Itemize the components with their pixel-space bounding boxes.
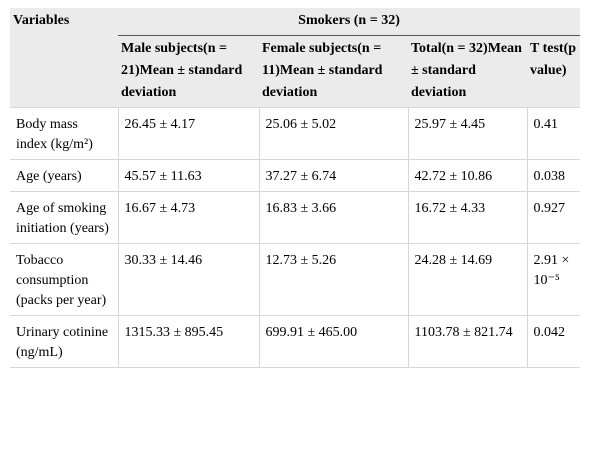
header-cell: T test(p value) <box>527 35 581 108</box>
table-cell: 0.038 <box>527 159 581 192</box>
table-cell: 37.27 ± 6.74 <box>259 159 409 192</box>
table-cell: 42.72 ± 10.86 <box>408 159 528 192</box>
table-row: Age (years) 45.57 ± 11.63 37.27 ± 6.74 42.7… <box>10 159 581 192</box>
table-row: Age of smoking initiation (years) 16.67 ±… <box>10 191 581 244</box>
table-cell: 25.97 ± 4.45 <box>408 107 528 160</box>
header-row: Variables Smokers (n = 32) <box>10 8 581 108</box>
table-cell: 25.06 ± 5.02 <box>259 107 409 160</box>
header-cell: Male subjects(n = 21)Mean ± standard dev… <box>118 35 259 108</box>
table-cell: 699.91 ± 465.00 <box>259 315 409 368</box>
header-cell: Total(n = 32)Mean ± standard deviation <box>408 35 527 108</box>
row-label: Body mass index (kg/m²) <box>10 107 119 160</box>
table-row: Urinary cotinine (ng/mL) 1315.33 ± 895.45… <box>10 315 581 368</box>
table-cell: 1103.78 ± 821.74 <box>408 315 528 368</box>
table-cell: 0.927 <box>527 191 581 244</box>
table-cell: 1315.33 ± 895.45 <box>118 315 260 368</box>
table-cell: 16.83 ± 3.66 <box>259 191 409 244</box>
table-cell: 12.73 ± 5.26 <box>259 243 409 316</box>
data-table: Variables Smokers (n = 32) Male subjects… <box>10 8 581 368</box>
table-row: Tobacco consumption (packs per year) 30.3… <box>10 243 581 316</box>
table-cell: 0.042 <box>527 315 581 368</box>
row-label: Urinary cotinine (ng/mL) <box>10 315 119 368</box>
header-cell: Female subjects(n = 11)Mean ± standard d… <box>259 35 408 108</box>
table-cell: 24.28 ± 14.69 <box>408 243 528 316</box>
group-header: Smokers (n = 32) <box>118 8 581 36</box>
row-label: Age (years) <box>10 159 119 192</box>
table-cell: 30.33 ± 14.46 <box>118 243 260 316</box>
row-label: Age of smoking initiation (years) <box>10 191 119 244</box>
table-cell: 2.91 × 10⁻⁵ <box>527 243 581 316</box>
header-cell: Variables <box>10 8 118 108</box>
table-cell: 0.41 <box>527 107 581 160</box>
table-cell: 16.72 ± 4.33 <box>408 191 528 244</box>
table-header: Variables Smokers (n = 32) Male subjects… <box>10 8 581 108</box>
table-cell: 45.57 ± 11.63 <box>118 159 260 192</box>
row-label: Tobacco consumption (packs per year) <box>10 243 119 316</box>
table-cell: 16.67 ± 4.73 <box>118 191 260 244</box>
table-row: Body mass index (kg/m²) 26.45 ± 4.17 25.06… <box>10 107 581 160</box>
header-row: Male subjects(n = 21)Mean ± standard dev… <box>10 35 581 108</box>
table-cell: 26.45 ± 4.17 <box>118 107 260 160</box>
table-body: Body mass index (kg/m²) 26.45 ± 4.17 25.06… <box>10 107 581 368</box>
